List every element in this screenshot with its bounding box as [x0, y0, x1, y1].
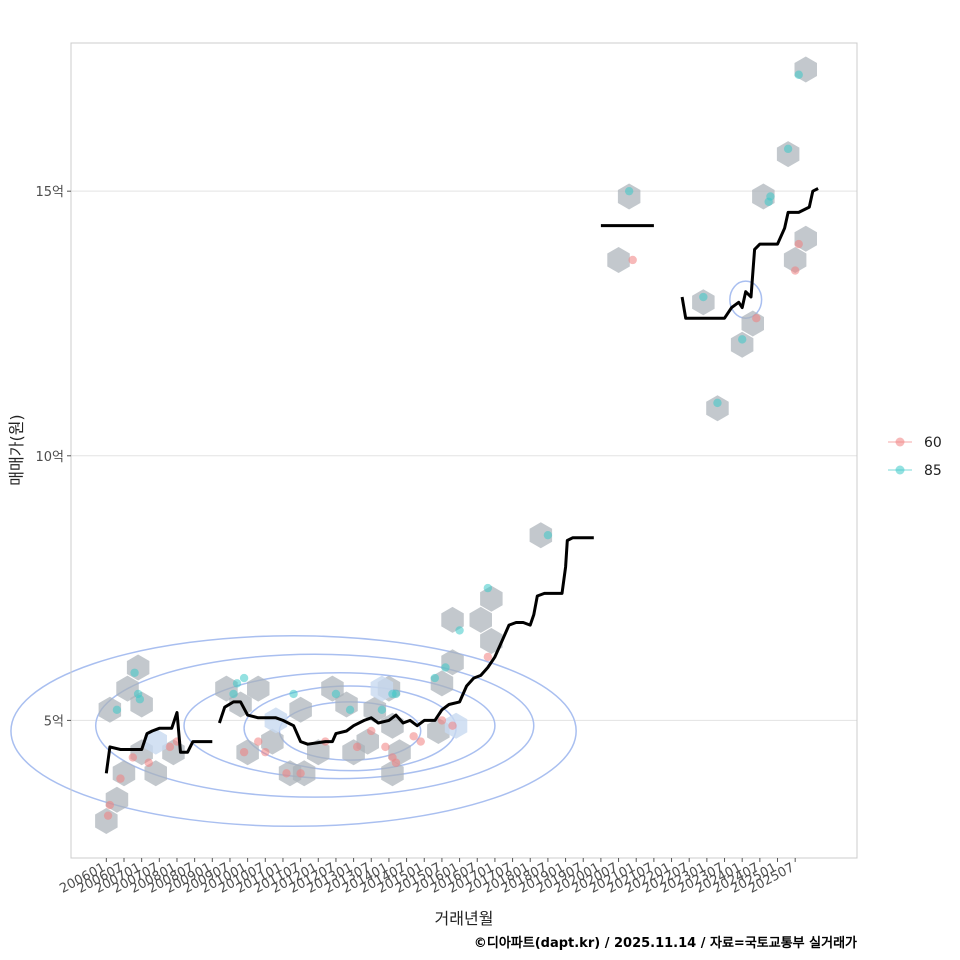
- y-axis-ticks: 5억 10억 15억: [35, 185, 71, 729]
- data-point-60: [448, 721, 457, 730]
- data-point-60: [116, 774, 125, 783]
- data-point-60: [391, 758, 401, 767]
- hexbin-cell: [381, 760, 404, 787]
- data-point-60: [409, 732, 418, 741]
- hexbin-cell: [776, 141, 800, 168]
- density-contour: [10, 634, 577, 827]
- y-tick-label: 5억: [44, 714, 64, 729]
- caption: ©디아파트(dapt.kr) / 2025.11.14 / 자료=국토교통부 실…: [474, 935, 857, 951]
- hexbin-cell: [706, 395, 729, 422]
- y-tick-label: 10억: [35, 450, 64, 465]
- x-axis-title: 거래년월: [435, 909, 494, 928]
- data-point-85: [239, 673, 249, 683]
- hexbin-cell: [783, 247, 807, 273]
- y-tick-label: 15억: [35, 185, 64, 200]
- hexbin-cell: [356, 728, 379, 755]
- data-point-60: [416, 737, 425, 746]
- hexbin-cell: [480, 628, 503, 654]
- data-point-60: [282, 769, 291, 778]
- data-point-60: [628, 255, 637, 265]
- data-point-60: [352, 742, 362, 752]
- hexbin-cell: [529, 522, 553, 549]
- median-price-line: [104, 711, 213, 774]
- data-point-85: [483, 583, 493, 593]
- data-point-60: [483, 652, 493, 662]
- median-price-line: [680, 187, 819, 320]
- data-point-85: [391, 689, 401, 699]
- hexbin-cell: [469, 606, 492, 633]
- density-contour: [94, 653, 535, 798]
- data-point-85: [112, 705, 122, 715]
- hexbin-cell: [144, 760, 167, 787]
- hexbin-cell-light: [264, 707, 288, 734]
- legend-key-dot: [895, 437, 905, 447]
- hexbin-cell: [441, 606, 464, 633]
- data-point-85: [289, 689, 298, 699]
- hexbin-cell: [480, 585, 503, 612]
- data-point-60: [165, 742, 175, 752]
- data-point-60: [752, 313, 761, 323]
- data-point-85: [766, 192, 775, 201]
- density-contour: [183, 672, 496, 780]
- hexbin-cell: [427, 718, 450, 744]
- hexbin-cell-light: [144, 728, 167, 755]
- hexbin-layer: [95, 56, 817, 834]
- legend-label: 60: [924, 435, 942, 451]
- data-point-60: [254, 737, 263, 746]
- plot-panel-border: [70, 42, 858, 859]
- data-point-85: [130, 668, 139, 677]
- data-point-60: [128, 753, 138, 762]
- data-point-85: [713, 398, 722, 408]
- data-point-85: [377, 705, 387, 715]
- data-point-60: [105, 800, 115, 810]
- y-axis-title: 매매가(원): [7, 414, 26, 485]
- data-point-85: [229, 689, 238, 699]
- data-point-60: [296, 769, 305, 778]
- plot-panel-background: [71, 43, 857, 858]
- hexbin-cell: [307, 739, 330, 766]
- density-contours: [10, 280, 763, 827]
- hexbin-cell: [98, 696, 122, 723]
- hexbin-cell: [617, 183, 641, 210]
- hexbin-cell: [116, 675, 139, 702]
- data-point-60: [103, 811, 113, 820]
- data-point-85: [455, 626, 464, 635]
- legend-key-dot: [895, 465, 905, 475]
- legend-label: 85: [924, 463, 942, 479]
- data-point-60: [367, 726, 376, 736]
- data-point-85: [543, 530, 553, 540]
- data-point-85: [135, 695, 145, 704]
- data-point-85: [331, 689, 341, 699]
- data-point-85: [737, 335, 747, 344]
- data-point-60: [261, 747, 270, 757]
- scatter-points: [103, 70, 803, 820]
- hexbin-cell: [289, 696, 312, 723]
- data-point-85: [441, 663, 450, 672]
- hexbin-cell: [607, 247, 630, 273]
- data-point-85: [232, 679, 242, 688]
- data-point-85: [783, 144, 793, 154]
- hexbin-cell: [692, 289, 715, 316]
- hexbin-cell-light: [370, 675, 394, 702]
- data-point-60: [144, 758, 153, 767]
- data-point-60: [381, 742, 390, 752]
- legend: 60 85: [888, 435, 942, 479]
- data-point-85: [699, 292, 708, 302]
- data-point-60: [794, 239, 803, 249]
- median-price-line: [217, 536, 594, 746]
- median-lines: [104, 187, 819, 774]
- data-point-60: [437, 716, 447, 725]
- hexbin-cell: [363, 696, 387, 723]
- x-axis-ticks: 2006012006072007012007072008012008072009…: [57, 858, 797, 897]
- data-point-85: [624, 186, 634, 196]
- data-point-85: [345, 705, 355, 715]
- hexbin-cell: [247, 675, 270, 702]
- data-point-60: [790, 266, 800, 275]
- data-point-85: [794, 70, 803, 79]
- hexbin-cell: [261, 728, 284, 755]
- hexbin-cell: [730, 331, 754, 358]
- data-point-60: [239, 747, 249, 757]
- data-point-85: [430, 673, 440, 683]
